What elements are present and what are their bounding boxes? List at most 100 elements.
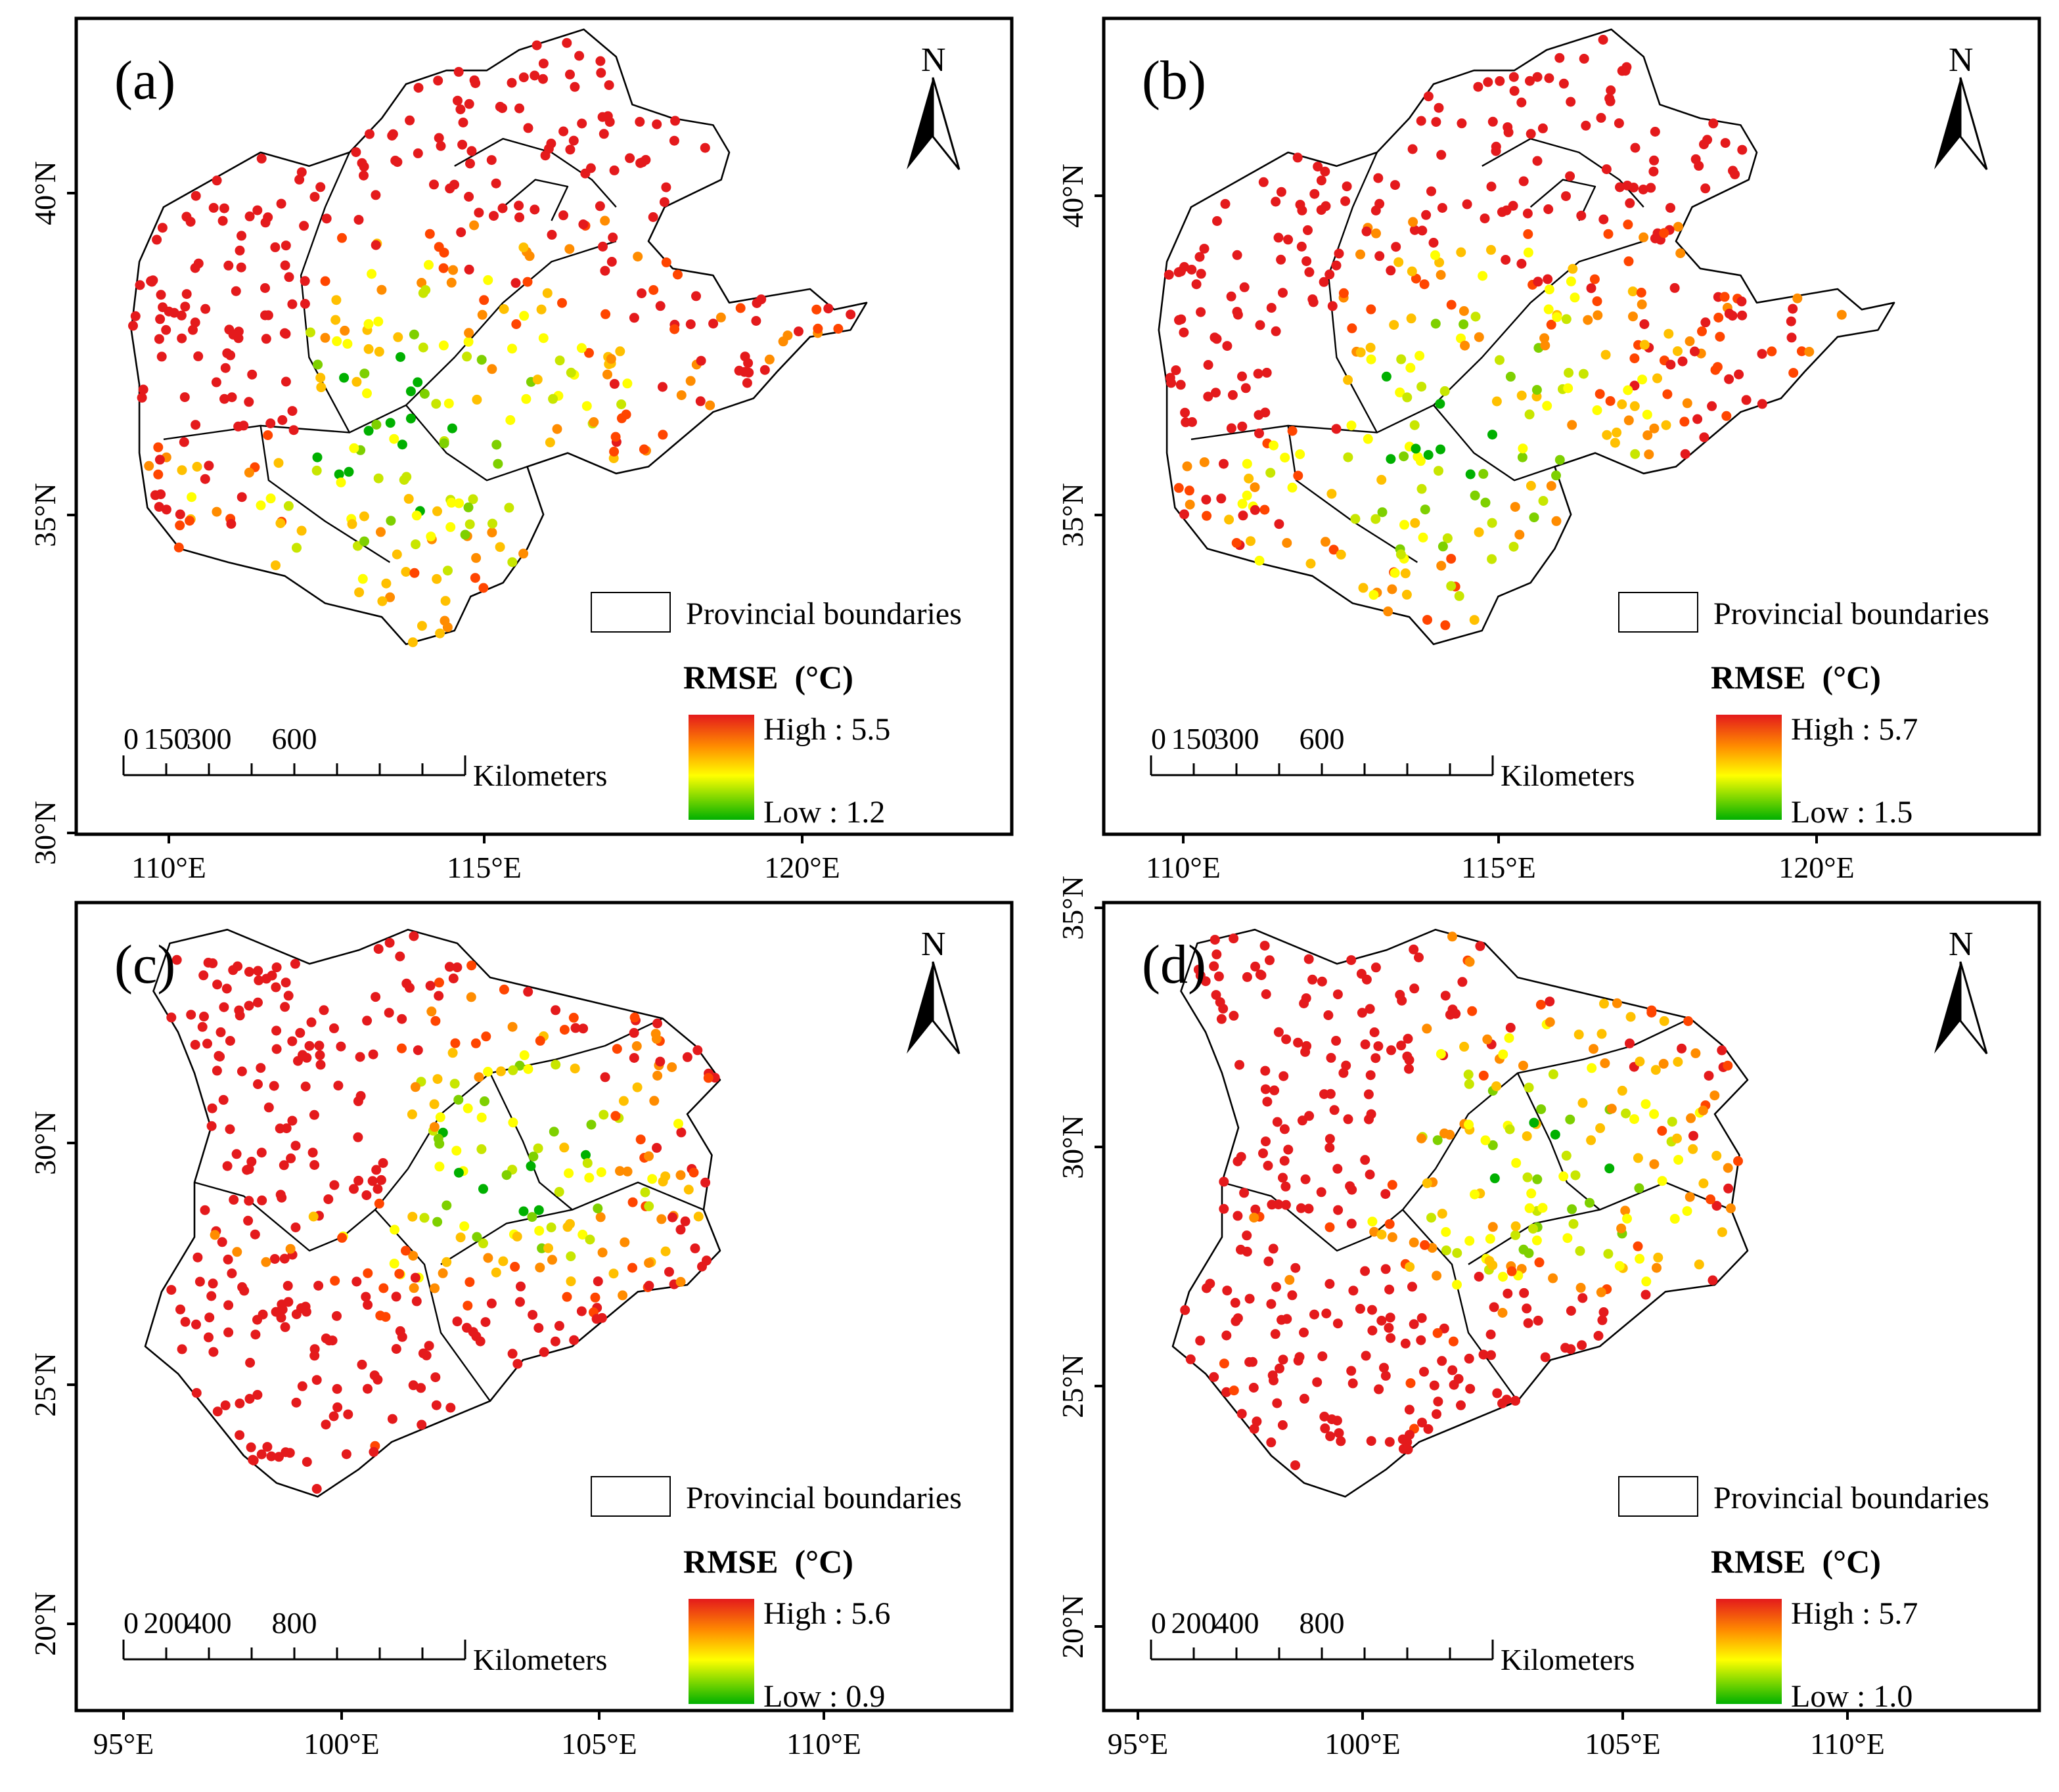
station-point xyxy=(1558,78,1569,89)
station-point xyxy=(1305,558,1316,569)
station-point xyxy=(1641,1276,1652,1287)
station-point xyxy=(570,1064,580,1074)
legend-low: Low : 1.2 xyxy=(763,795,885,830)
station-point xyxy=(223,1327,234,1337)
station-point xyxy=(1454,591,1464,601)
station-point xyxy=(295,1027,305,1038)
station-point xyxy=(301,1307,311,1317)
station-point xyxy=(1659,1016,1669,1026)
station-point xyxy=(203,958,214,968)
station-point xyxy=(1229,1385,1239,1396)
station-point xyxy=(407,1109,417,1119)
station-point xyxy=(361,1190,372,1200)
station-point xyxy=(1721,411,1732,421)
station-point xyxy=(1173,267,1184,277)
station-point xyxy=(1698,1106,1708,1115)
station-point xyxy=(1497,1308,1508,1318)
station-point xyxy=(1589,1044,1598,1054)
station-point xyxy=(597,1247,608,1258)
station-point xyxy=(227,392,237,403)
station-point xyxy=(1437,203,1447,213)
station-point xyxy=(1545,997,1555,1007)
station-point xyxy=(265,418,276,428)
station-point xyxy=(252,205,263,215)
station-point xyxy=(759,365,770,375)
station-point xyxy=(1374,1384,1384,1395)
station-point xyxy=(1307,974,1318,985)
station-point xyxy=(330,1276,340,1286)
station-point xyxy=(431,1400,441,1410)
station-point xyxy=(1505,1124,1515,1134)
station-point xyxy=(1673,221,1683,232)
station-point xyxy=(1321,1309,1332,1318)
station-point xyxy=(486,1298,497,1309)
station-point xyxy=(682,1052,692,1062)
station-point xyxy=(650,1029,661,1039)
station-point xyxy=(429,1122,440,1132)
station-point xyxy=(450,1038,461,1048)
station-point xyxy=(1685,336,1695,346)
station-point xyxy=(147,277,157,287)
scale-label: 0 xyxy=(124,722,139,755)
panel-label: (c) xyxy=(114,934,175,995)
station-point xyxy=(435,1112,445,1123)
station-point xyxy=(551,1060,561,1070)
station-point xyxy=(1711,1150,1722,1161)
lat-tick-label: 40°N xyxy=(1056,164,1089,228)
station-point xyxy=(1657,1176,1667,1186)
station-point xyxy=(1623,256,1634,267)
station-point xyxy=(1203,392,1213,402)
station-point xyxy=(284,272,294,282)
station-point xyxy=(463,336,474,347)
station-point xyxy=(235,1010,245,1021)
station-point xyxy=(1266,1299,1277,1309)
station-point xyxy=(1224,514,1234,525)
station-point xyxy=(283,1297,294,1307)
station-point xyxy=(1637,374,1648,385)
station-point xyxy=(554,1320,564,1331)
station-point xyxy=(1258,177,1269,187)
station-point xyxy=(629,1012,640,1023)
station-point xyxy=(574,51,585,61)
station-point xyxy=(1436,1049,1446,1059)
panel-label: (d) xyxy=(1142,934,1206,995)
station-point xyxy=(1260,1065,1271,1076)
station-point xyxy=(1504,1033,1514,1043)
station-point xyxy=(1437,541,1448,552)
provincial-boundary xyxy=(1529,179,1596,221)
station-point xyxy=(1329,1105,1340,1115)
station-point xyxy=(512,1231,522,1242)
station-point xyxy=(661,182,671,192)
station-point xyxy=(1299,1328,1309,1337)
station-point xyxy=(407,1211,418,1222)
scale-unit: Kilometers xyxy=(473,1643,607,1676)
station-point xyxy=(1561,314,1572,325)
station-point xyxy=(180,302,191,312)
station-point xyxy=(269,1254,280,1264)
station-point xyxy=(210,1230,220,1240)
station-point xyxy=(429,1099,440,1109)
station-point xyxy=(313,359,323,370)
station-point xyxy=(1336,549,1346,560)
station-point xyxy=(1486,244,1496,255)
legend-low: Low : 1.5 xyxy=(1791,795,1912,830)
station-point xyxy=(1299,998,1309,1008)
station-point xyxy=(405,983,415,993)
station-point xyxy=(306,1017,317,1027)
station-point xyxy=(523,123,533,133)
station-point xyxy=(1565,1114,1575,1125)
station-point xyxy=(1633,1241,1643,1251)
station-point xyxy=(409,1283,419,1293)
station-point xyxy=(337,233,347,243)
station-point xyxy=(1405,363,1416,373)
provincial-boundary xyxy=(502,179,569,221)
station-point xyxy=(1365,1169,1375,1180)
station-point xyxy=(244,1393,255,1404)
station-point xyxy=(1409,1319,1419,1330)
station-point xyxy=(1376,474,1387,485)
station-point xyxy=(271,560,281,571)
station-point xyxy=(444,962,455,972)
station-point xyxy=(357,158,367,168)
station-point xyxy=(1422,1178,1432,1188)
station-point xyxy=(1216,493,1227,504)
